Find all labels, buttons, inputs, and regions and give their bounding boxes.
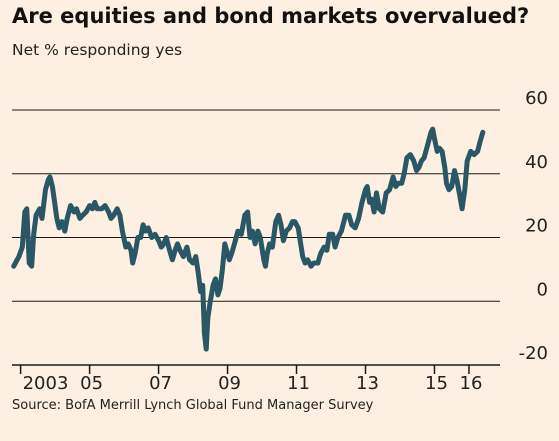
x-tick-label-7: 16 bbox=[460, 373, 483, 394]
x-tick-label-5: 13 bbox=[356, 373, 379, 394]
chart-title: Are equities and bond markets overvalued… bbox=[12, 4, 530, 28]
x-axis: 2003 05 07 09 11 13 15 16 bbox=[12, 364, 500, 394]
chart-source: Source: BofA Merrill Lynch Global Fund M… bbox=[12, 398, 374, 413]
chart-subtitle: Net % responding yes bbox=[12, 41, 183, 59]
x-tick-label-4: 11 bbox=[287, 373, 310, 394]
y-axis-labels: 60 40 20 0 -20 bbox=[519, 88, 548, 364]
y-tick-label-0: 60 bbox=[525, 88, 548, 109]
series-layer bbox=[11, 126, 486, 352]
x-tick-label-1: 05 bbox=[80, 373, 103, 394]
y-tick-label-2: 20 bbox=[525, 216, 548, 237]
x-tick-label-6: 15 bbox=[425, 373, 448, 394]
series-line-0 bbox=[11, 126, 486, 352]
x-tick-label-3: 09 bbox=[218, 373, 241, 394]
x-tick-label-2: 07 bbox=[149, 373, 172, 394]
y-tick-label-4: -20 bbox=[519, 343, 548, 364]
gridlines bbox=[12, 109, 500, 302]
y-tick-label-3: 0 bbox=[537, 279, 548, 300]
y-tick-label-1: 40 bbox=[525, 152, 548, 173]
x-tick-label-0: 2003 bbox=[23, 373, 69, 394]
